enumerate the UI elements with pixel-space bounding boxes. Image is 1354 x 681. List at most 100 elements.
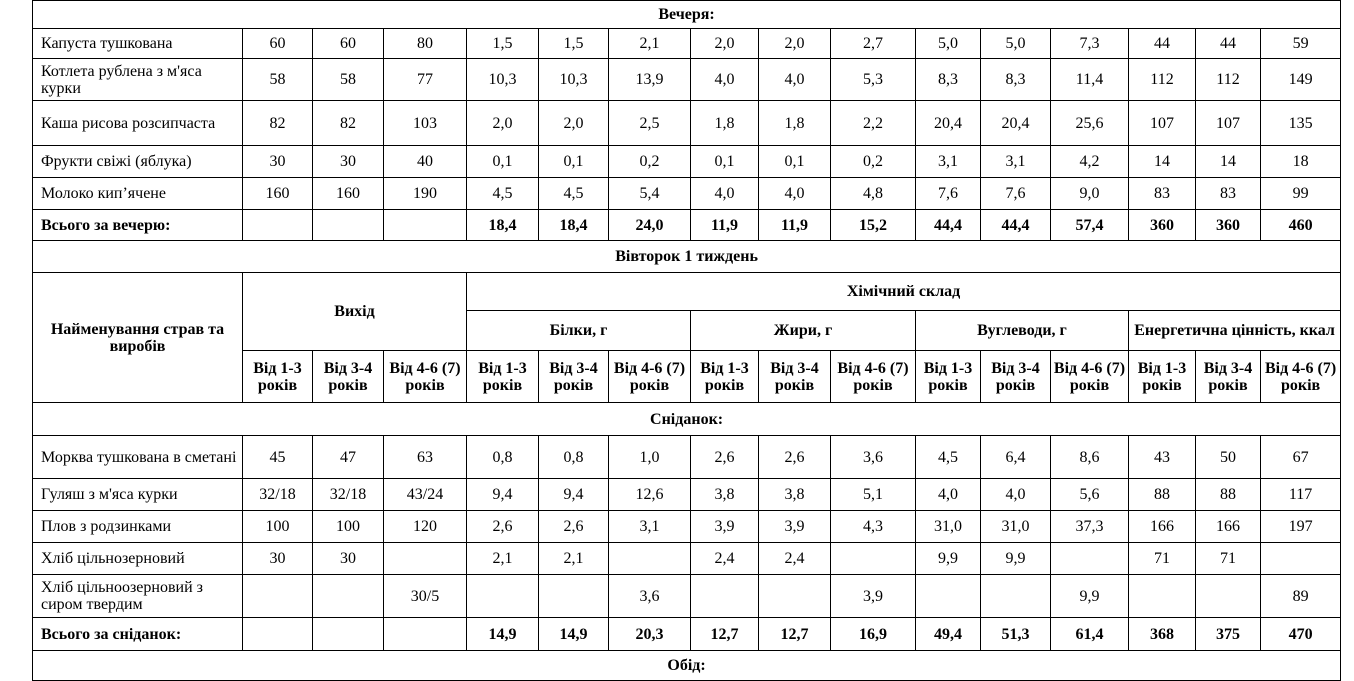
total-label: Всього за вечерю: — [32, 209, 243, 241]
value-cell: 18 — [1259, 145, 1342, 178]
value-cell: 47 — [312, 435, 384, 479]
value-cell: 103 — [383, 100, 467, 146]
value-cell: 13,9 — [608, 58, 691, 101]
value-cell: 2,2 — [830, 100, 916, 146]
header-age: Від 3-4 років — [758, 350, 831, 403]
header-row: Від 1-3 років Від 3-4 років Від 4-6 (7) ро… — [33, 350, 1342, 403]
header-age: Від 4-6 (7) років — [383, 350, 467, 403]
value-cell: 11,4 — [1050, 58, 1129, 101]
value-cell: 4,3 — [830, 510, 916, 543]
table-row: Морква тушкована в сметані 45 47 63 0,8 0,8 1,… — [32, 435, 1342, 479]
value-cell: 71 — [1128, 542, 1196, 575]
value-cell: 40 — [383, 145, 467, 178]
value-cell: 190 — [383, 177, 467, 210]
header-age: Від 3-4 років — [312, 350, 384, 403]
total-value: 11,9 — [758, 209, 831, 241]
value-cell: 30 — [242, 145, 313, 178]
value-cell — [1050, 542, 1129, 575]
value-cell: 0,2 — [608, 145, 691, 178]
value-cell — [383, 542, 467, 575]
value-cell — [312, 574, 384, 618]
table-body: Вечеря: Капуста тушкована 60 60 80 1,5 1,5 2,1 2… — [31, 0, 1342, 681]
total-value: 360 — [1195, 209, 1261, 241]
value-cell: 7,6 — [915, 177, 981, 210]
value-cell: 8,3 — [980, 58, 1051, 101]
total-value: 44,4 — [915, 209, 981, 241]
total-value: 360 — [1128, 209, 1196, 241]
value-cell: 3,9 — [690, 510, 759, 543]
total-value — [312, 209, 384, 241]
table-row: Хліб цільноозерновий з сиром твердим 30/5… — [32, 574, 1342, 618]
value-cell: 59 — [1259, 28, 1342, 59]
header-age: Від 4-6 (7) років — [1050, 350, 1129, 403]
value-cell — [608, 542, 691, 575]
dish-name: Фрукти свіжі (яблука) — [32, 145, 243, 178]
table-row: Фрукти свіжі (яблука) 30 30 40 0,1 0,1 0,2 0,1 0… — [32, 145, 1342, 178]
value-cell: 5,4 — [608, 177, 691, 210]
total-value: 368 — [1128, 617, 1196, 651]
value-cell: 88 — [1128, 478, 1196, 511]
value-cell: 100 — [312, 510, 384, 543]
total-value: 14,9 — [538, 617, 609, 651]
value-cell: 9,9 — [980, 542, 1051, 575]
value-cell: 3,1 — [980, 145, 1051, 178]
value-cell: 82 — [242, 100, 313, 146]
value-cell: 107 — [1128, 100, 1196, 146]
total-value: 20,3 — [608, 617, 691, 651]
section-title: Сніданок: — [31, 402, 1342, 436]
value-cell — [1195, 574, 1261, 618]
value-cell: 83 — [1195, 177, 1261, 210]
header-chem: Хімічний склад — [465, 272, 1342, 311]
value-cell: 5,3 — [830, 58, 916, 101]
value-cell — [1128, 574, 1196, 618]
total-value — [242, 617, 313, 651]
value-cell: 0,8 — [466, 435, 539, 479]
total-value: 470 — [1259, 617, 1342, 651]
value-cell: 14 — [1195, 145, 1261, 178]
value-cell: 63 — [383, 435, 467, 479]
value-cell: 32/18 — [242, 478, 313, 511]
value-cell: 4,5 — [538, 177, 609, 210]
total-value: 18,4 — [538, 209, 609, 241]
total-value: 15,2 — [830, 209, 916, 241]
value-cell: 67 — [1259, 435, 1342, 479]
value-cell: 7,6 — [980, 177, 1051, 210]
value-cell: 2,6 — [758, 435, 831, 479]
value-cell: 9,0 — [1050, 177, 1129, 210]
value-cell: 83 — [1128, 177, 1196, 210]
value-cell — [830, 542, 916, 575]
table-row: Молоко кип’ячене 160 160 190 4,5 4,5 5,4 4,0 4,0… — [32, 177, 1342, 210]
day-title-row: Вівторок 1 тиждень — [31, 240, 1342, 273]
value-cell: 31,0 — [980, 510, 1051, 543]
value-cell: 0,2 — [830, 145, 916, 178]
value-cell: 44 — [1128, 28, 1196, 59]
value-cell: 2,1 — [466, 542, 539, 575]
value-cell: 2,5 — [608, 100, 691, 146]
value-cell: 43 — [1128, 435, 1196, 479]
value-cell: 80 — [383, 28, 467, 59]
value-cell: 1,8 — [690, 100, 759, 146]
header-age: Від 4-6 (7) років — [830, 350, 916, 403]
value-cell: 2,7 — [830, 28, 916, 59]
value-cell: 8,3 — [915, 58, 981, 101]
header-age: Від 4-6 (7) років — [608, 350, 691, 403]
header-group: Енергетична цінність, ккал — [1127, 310, 1342, 351]
value-cell: 1,5 — [538, 28, 609, 59]
value-cell: 160 — [242, 177, 313, 210]
value-cell: 14 — [1128, 145, 1196, 178]
header-age: Від 1-3 років — [915, 350, 981, 403]
value-cell: 43/24 — [383, 478, 467, 511]
value-cell: 1,8 — [758, 100, 831, 146]
dish-name: Котлета рублена з м'яса курки — [32, 58, 243, 101]
total-value: 61,4 — [1050, 617, 1129, 651]
value-cell — [915, 574, 981, 618]
value-cell: 2,1 — [608, 28, 691, 59]
value-cell: 5,6 — [1050, 478, 1129, 511]
value-cell: 2,6 — [690, 435, 759, 479]
dish-name: Морква тушкована в сметані — [32, 435, 243, 479]
total-value: 57,4 — [1050, 209, 1129, 241]
dish-name: Гуляш з м'яса курки — [32, 478, 243, 511]
header-age: Від 4-6 (7) років — [1259, 350, 1342, 403]
value-cell: 3,9 — [830, 574, 916, 618]
value-cell — [758, 574, 831, 618]
